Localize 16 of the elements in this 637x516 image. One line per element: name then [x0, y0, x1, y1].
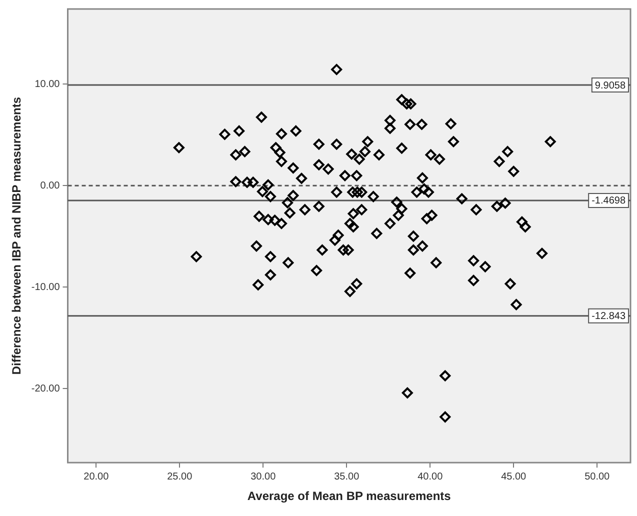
y-tick-label: 10.00 [34, 78, 60, 90]
x-tick-label: 40.00 [418, 471, 444, 482]
y-tick-label: 0.00 [40, 180, 60, 192]
x-tick-label: 20.00 [84, 471, 110, 482]
x-tick-label: 35.00 [334, 471, 360, 482]
x-tick-label: 30.00 [250, 471, 276, 482]
y-tick-label: -10.00 [31, 282, 60, 293]
ref-line-label: -12.843 [592, 311, 626, 322]
x-tick-label: 45.00 [501, 471, 527, 482]
x-tick-label: 25.00 [167, 471, 193, 482]
y-tick-label: -20.00 [31, 383, 60, 394]
x-tick-label: 50.00 [584, 471, 610, 482]
x-axis-title: Average of Mean BP measurements [247, 489, 452, 504]
y-axis-title: Difference between IBP and NIBP measurements [10, 96, 24, 375]
ref-line-label: 9.9058 [594, 80, 626, 92]
ref-line-label: -1.4698 [592, 196, 626, 207]
